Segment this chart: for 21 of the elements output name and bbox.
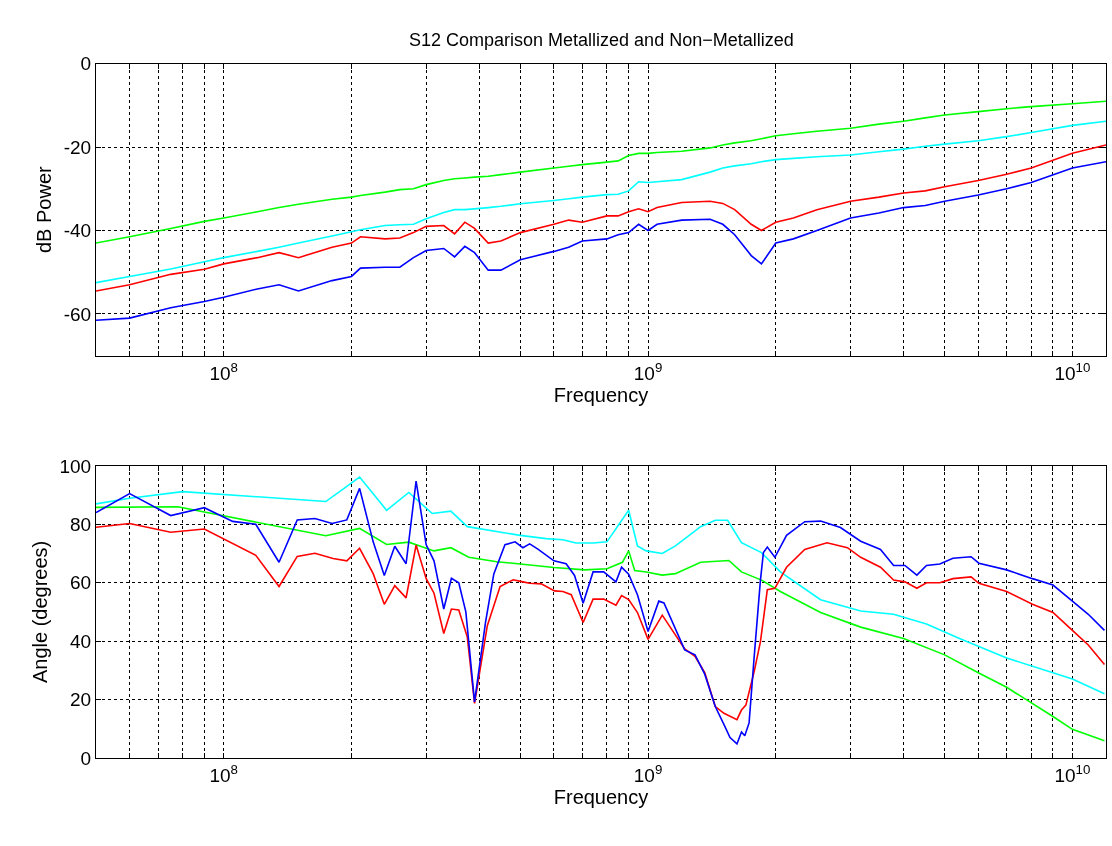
y-tick-label: -20	[63, 136, 92, 158]
x-tick-label: 10$^{10}$	[1054, 761, 1091, 786]
x-tick-label: 10$^{8}$	[209, 761, 239, 786]
x-axis-title: Frequency	[553, 785, 649, 808]
chart-title: S12 Comparison Metallized and Non−Metallized	[409, 30, 794, 50]
y-tick-label: 100	[59, 455, 92, 477]
y-tick-label: 0	[80, 747, 92, 769]
y-axis-title: dB Power	[33, 165, 56, 254]
x-axis-title: Frequency	[553, 383, 649, 406]
x-tick-label: 10$^{9}$	[633, 359, 663, 384]
x-tick-label: 10$^{10}$	[1054, 359, 1091, 384]
x-tick-label: 10$^{9}$	[633, 761, 663, 786]
y-tick-label: -40	[63, 220, 92, 242]
y-tick-label: 60	[70, 572, 92, 594]
y-tick-label: 80	[70, 513, 92, 535]
y-tick-label: 40	[70, 630, 92, 652]
x-tick-label: 10$^{8}$	[209, 359, 239, 384]
y-tick-label: -60	[63, 303, 92, 325]
y-tick-label: 20	[70, 689, 92, 711]
y-axis-title: Angle (degrees)	[29, 540, 51, 684]
y-tick-label: 0	[80, 53, 92, 75]
